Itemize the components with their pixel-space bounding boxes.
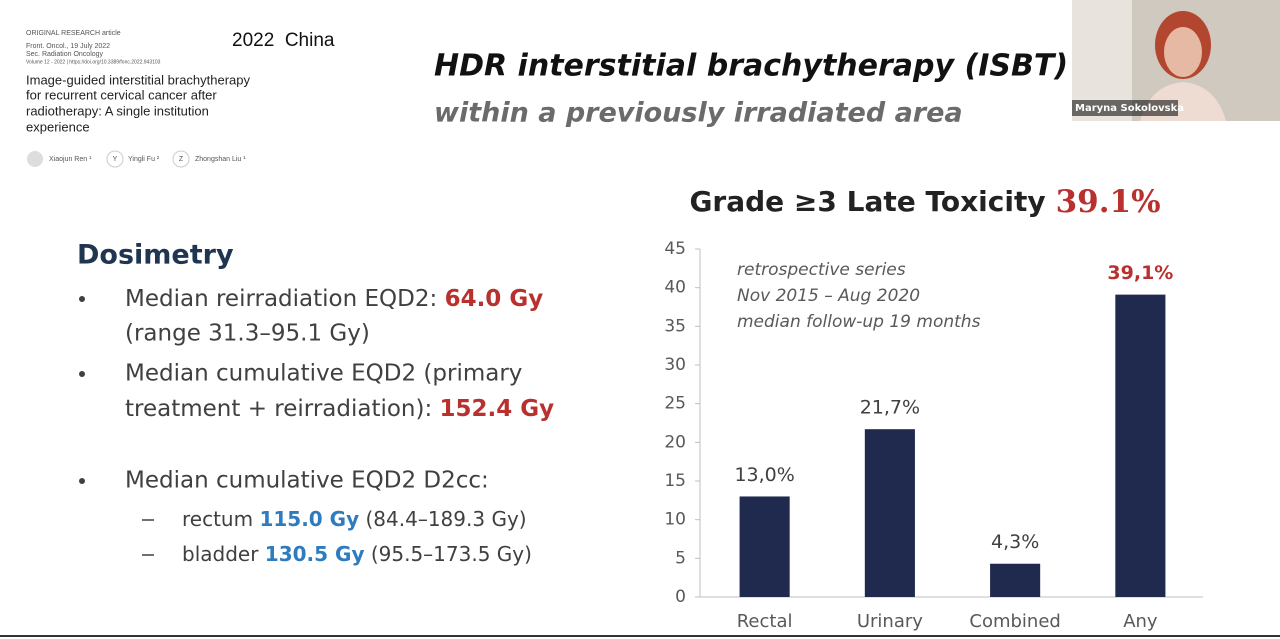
bullet [79, 478, 85, 484]
video-tile: Maryna Sokolovska [1072, 0, 1280, 121]
text: treatment + reirradiation): [125, 396, 440, 422]
value-label: 13,0% [734, 464, 794, 486]
chart-title: Grade ≥3 Late Toxicity 39.1% [689, 184, 1160, 220]
slide-subtitle: within a previously irradiated area [434, 98, 963, 129]
text: (84.4–189.3 Gy) [359, 507, 526, 531]
annotation: Nov 2015 – Aug 2020 [737, 286, 920, 306]
author-initial: Z [179, 156, 184, 163]
avatar [172, 150, 190, 168]
text: bladder [182, 542, 265, 566]
highlight: 115.0 Gy [259, 507, 359, 531]
author-initial: Y [113, 156, 118, 163]
list-text: Median cumulative EQD2 D2cc: [125, 468, 489, 494]
y-tick-label: 40 [664, 278, 686, 298]
title-highlight: 39.1% [1056, 184, 1161, 220]
sub-item: bladder 130.5 Gy (95.5–173.5 Gy) [182, 542, 532, 566]
highlight: 64.0 Gy [445, 286, 544, 312]
list-text: treatment + reirradiation): 152.4 Gy [125, 396, 554, 422]
y-tick-label: 10 [664, 510, 686, 530]
y-tick-label: 20 [664, 432, 686, 452]
paper-title: Image-guided interstitial brachytherapy [26, 72, 251, 87]
paper-title: experience [26, 119, 90, 134]
value-label: 39,1% [1107, 262, 1173, 284]
y-tick-label: 0 [675, 587, 686, 607]
x-tick-label: Any [1123, 611, 1158, 632]
bullet [79, 371, 85, 377]
annotation: median follow-up 19 months [737, 312, 981, 332]
value-label: 4,3% [991, 531, 1039, 553]
author: Zhongshan Liu ¹ [195, 156, 246, 163]
sub-item: rectum 115.0 Gy (84.4–189.3 Gy) [182, 507, 527, 531]
y-tick-label: 5 [675, 548, 686, 568]
name-bg [1072, 100, 1178, 116]
avatar [106, 150, 124, 168]
annotation: retrospective series [737, 260, 906, 280]
dosimetry-heading: Dosimetry [77, 240, 234, 271]
list-text: Median cumulative EQD2 (primary [125, 361, 522, 387]
face [1164, 27, 1202, 77]
text: (95.5–173.5 Gy) [364, 542, 531, 566]
author: Xiaojun Ren ¹ [49, 156, 92, 163]
y-tick-label: 35 [664, 316, 686, 336]
section: Sec. Radiation Oncology [26, 51, 104, 58]
value-label: 21,7% [860, 397, 920, 419]
avatar [27, 151, 43, 167]
bar [864, 429, 915, 597]
text: rectum [182, 507, 259, 531]
bullet [79, 296, 85, 302]
y-tick-label: 45 [664, 239, 686, 259]
bar [1115, 294, 1166, 597]
title-text: Grade ≥3 Late Toxicity [689, 185, 1045, 218]
y-tick-label: 15 [664, 471, 686, 491]
doi: Volume 12 - 2022 | https://doi.org/10.33… [26, 59, 161, 65]
highlight: 130.5 Gy [265, 542, 365, 566]
highlight: 152.4 Gy [440, 396, 555, 422]
list-text: (range 31.3–95.1 Gy) [125, 321, 370, 347]
bar [990, 563, 1041, 597]
list-text: Median reirradiation EQD2: 64.0 Gy [125, 286, 543, 312]
participant-name: Maryna Sokolovska [1075, 103, 1184, 114]
y-tick-label: 30 [664, 355, 686, 375]
journal: Front. Oncol., 19 July 2022 [26, 43, 110, 50]
author: Yingli Fu ² [128, 156, 160, 163]
x-tick-label: Urinary [857, 611, 923, 632]
x-tick-label: Combined [969, 611, 1060, 632]
dosimetry-list: Median reirradiation EQD2: 64.0 Gy (rang… [79, 286, 554, 566]
paper-title: for recurrent cervical cancer after [26, 87, 217, 102]
year-country: 2022 China [232, 30, 335, 51]
article-type: ORIGINAL RESEARCH article [26, 30, 121, 37]
x-tick-label: Rectal [737, 611, 793, 632]
paper-title: radiotherapy: A single institution [26, 103, 209, 118]
y-tick-label: 25 [664, 394, 686, 414]
text: Median reirradiation EQD2: [125, 286, 445, 312]
bar [739, 496, 790, 597]
